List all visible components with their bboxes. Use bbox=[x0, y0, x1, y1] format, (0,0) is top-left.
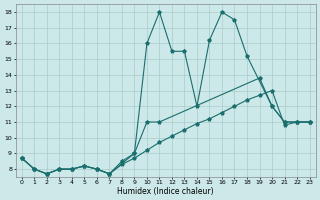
X-axis label: Humidex (Indice chaleur): Humidex (Indice chaleur) bbox=[117, 187, 214, 196]
